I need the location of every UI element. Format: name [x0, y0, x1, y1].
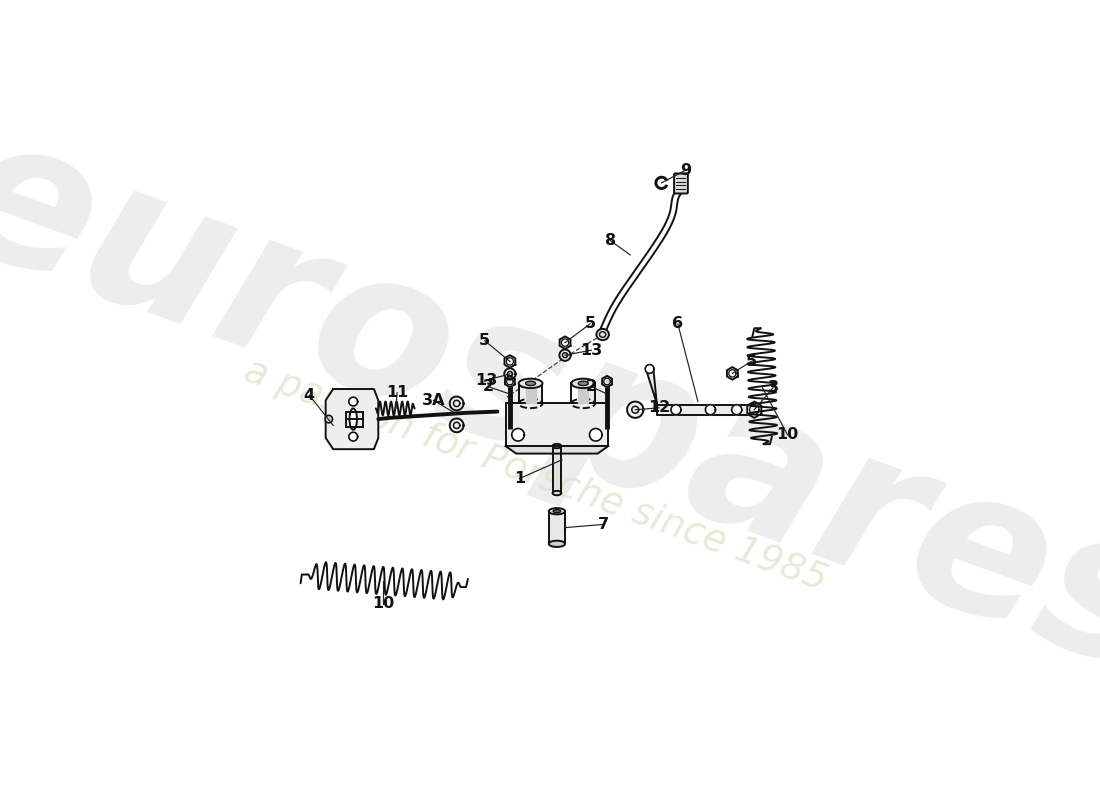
- Circle shape: [324, 415, 332, 423]
- Text: 4: 4: [304, 388, 315, 402]
- Text: 3: 3: [768, 380, 779, 395]
- Polygon shape: [671, 405, 681, 414]
- Polygon shape: [506, 446, 608, 454]
- Polygon shape: [727, 367, 738, 380]
- Ellipse shape: [552, 491, 561, 495]
- Text: 2: 2: [586, 379, 597, 394]
- Ellipse shape: [350, 409, 358, 430]
- Polygon shape: [602, 376, 612, 387]
- Polygon shape: [349, 432, 358, 441]
- Polygon shape: [646, 369, 657, 408]
- Polygon shape: [349, 397, 358, 406]
- Text: 7: 7: [598, 517, 609, 532]
- Polygon shape: [747, 402, 761, 418]
- Polygon shape: [506, 403, 608, 446]
- Text: 6: 6: [672, 316, 683, 331]
- Text: 13: 13: [580, 342, 603, 358]
- Text: 1: 1: [514, 471, 525, 486]
- Polygon shape: [505, 355, 515, 368]
- Text: 12: 12: [648, 400, 670, 415]
- Ellipse shape: [549, 541, 565, 547]
- Polygon shape: [326, 389, 378, 449]
- Polygon shape: [646, 365, 654, 374]
- Polygon shape: [732, 405, 741, 414]
- Text: 8: 8: [605, 233, 616, 248]
- Text: a passion for Porsche since 1985: a passion for Porsche since 1985: [239, 353, 832, 598]
- Polygon shape: [560, 350, 571, 361]
- Polygon shape: [552, 446, 561, 493]
- Ellipse shape: [553, 510, 561, 513]
- Polygon shape: [560, 336, 571, 349]
- Polygon shape: [450, 397, 463, 410]
- Text: 11: 11: [386, 386, 408, 400]
- Polygon shape: [705, 405, 715, 414]
- FancyBboxPatch shape: [674, 174, 688, 194]
- Polygon shape: [526, 383, 536, 403]
- Text: 5: 5: [746, 354, 757, 369]
- Text: 9: 9: [680, 163, 691, 178]
- Text: 5: 5: [480, 334, 491, 348]
- Polygon shape: [627, 402, 644, 418]
- Ellipse shape: [596, 329, 609, 340]
- Polygon shape: [505, 376, 515, 387]
- Text: 2: 2: [483, 379, 494, 394]
- Text: 10: 10: [372, 597, 395, 611]
- Polygon shape: [590, 429, 602, 441]
- Ellipse shape: [571, 378, 595, 388]
- Polygon shape: [549, 511, 565, 544]
- Ellipse shape: [526, 381, 536, 386]
- Ellipse shape: [549, 508, 565, 514]
- Polygon shape: [657, 405, 751, 414]
- Polygon shape: [450, 418, 463, 432]
- Ellipse shape: [519, 378, 542, 388]
- Polygon shape: [504, 368, 516, 380]
- Polygon shape: [579, 383, 588, 403]
- Text: 3A: 3A: [421, 393, 446, 408]
- Text: eurospares: eurospares: [0, 98, 1100, 716]
- Polygon shape: [512, 429, 525, 441]
- Text: 13: 13: [475, 373, 497, 388]
- Text: 10: 10: [777, 427, 799, 442]
- Text: 5: 5: [584, 316, 596, 331]
- Ellipse shape: [579, 381, 588, 386]
